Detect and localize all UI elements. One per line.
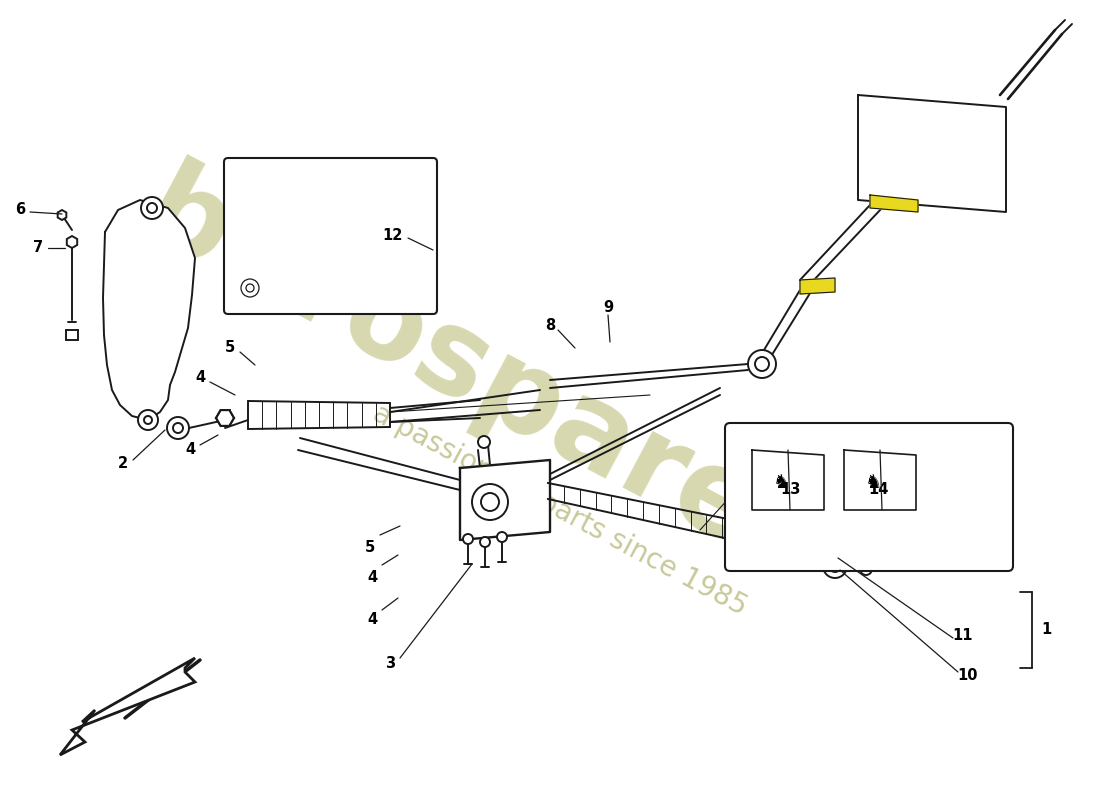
- Circle shape: [748, 350, 775, 378]
- Text: ♞: ♞: [773, 474, 791, 493]
- FancyBboxPatch shape: [224, 158, 437, 314]
- Text: 11: 11: [953, 627, 974, 642]
- Circle shape: [246, 284, 254, 292]
- Circle shape: [823, 554, 847, 578]
- Text: 14: 14: [868, 482, 888, 498]
- Text: 2: 2: [118, 457, 128, 471]
- FancyBboxPatch shape: [725, 423, 1013, 571]
- Text: 8: 8: [544, 318, 556, 333]
- Text: 13: 13: [780, 482, 800, 498]
- Polygon shape: [460, 460, 550, 540]
- Circle shape: [478, 436, 490, 448]
- Polygon shape: [57, 210, 66, 220]
- Circle shape: [241, 279, 258, 297]
- Text: 7: 7: [33, 241, 43, 255]
- Circle shape: [144, 416, 152, 424]
- Text: a passion for parts since 1985: a passion for parts since 1985: [368, 399, 751, 621]
- Circle shape: [147, 203, 157, 213]
- Polygon shape: [60, 658, 195, 755]
- Text: 12: 12: [382, 227, 403, 242]
- Circle shape: [497, 532, 507, 542]
- Circle shape: [167, 417, 189, 439]
- Text: 4: 4: [185, 442, 195, 458]
- Text: burospares: burospares: [122, 153, 838, 607]
- Text: 1: 1: [1041, 622, 1052, 638]
- Text: 4: 4: [195, 370, 205, 386]
- Circle shape: [472, 484, 508, 520]
- Circle shape: [173, 423, 183, 433]
- Circle shape: [860, 563, 872, 575]
- Polygon shape: [752, 450, 824, 510]
- Polygon shape: [103, 200, 195, 420]
- Text: 4: 4: [367, 570, 377, 586]
- Circle shape: [463, 534, 473, 544]
- Circle shape: [755, 357, 769, 371]
- Polygon shape: [870, 195, 918, 212]
- Polygon shape: [67, 236, 77, 248]
- Polygon shape: [844, 450, 916, 510]
- Polygon shape: [858, 95, 1006, 212]
- Text: 3: 3: [385, 655, 395, 670]
- Circle shape: [829, 560, 842, 572]
- Polygon shape: [782, 545, 797, 559]
- Polygon shape: [800, 278, 835, 294]
- Circle shape: [481, 493, 499, 511]
- Circle shape: [138, 410, 158, 430]
- Text: 9: 9: [603, 301, 613, 315]
- Circle shape: [141, 197, 163, 219]
- Text: ♞: ♞: [866, 474, 882, 493]
- Text: 10: 10: [958, 667, 978, 682]
- Text: 5: 5: [224, 341, 235, 355]
- Text: 6: 6: [15, 202, 25, 218]
- Polygon shape: [216, 410, 234, 426]
- Text: 4: 4: [367, 613, 377, 627]
- Text: 5: 5: [365, 541, 375, 555]
- Circle shape: [480, 537, 490, 547]
